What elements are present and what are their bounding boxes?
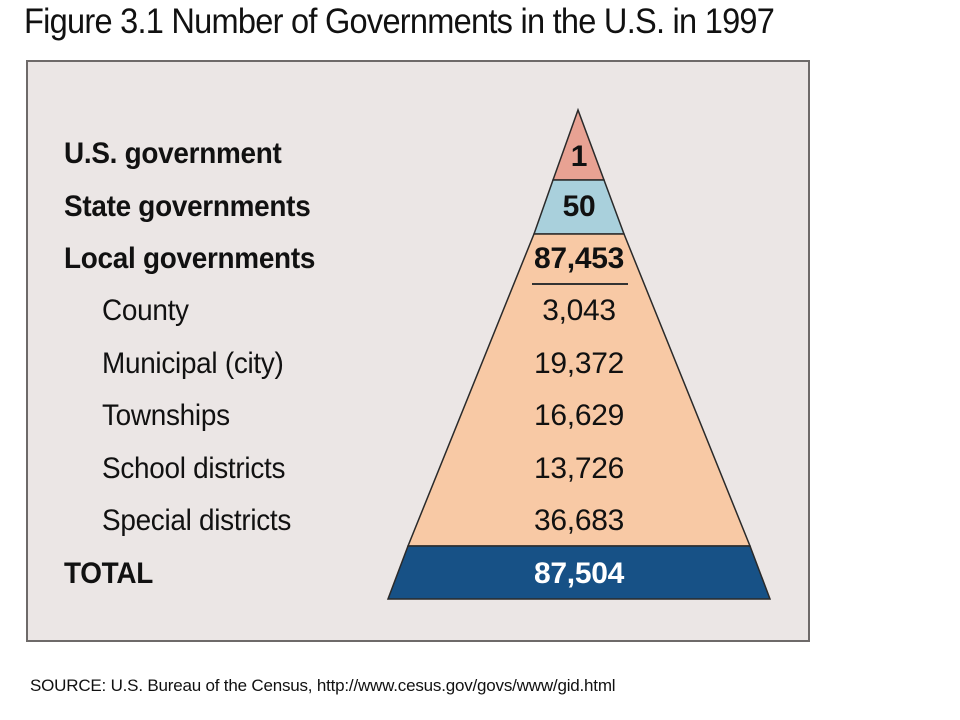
pyramid-band-local-governments [406,233,752,547]
source-note: SOURCE: U.S. Bureau of the Census, http:… [30,676,616,695]
value-municipal: 19,372 [534,347,624,380]
label-townships: Townships [102,399,230,432]
label-total: TOTAL [64,557,154,590]
label-state-governments: State governments [64,190,311,223]
label-county: County [102,294,189,327]
value-county: 3,043 [542,294,616,327]
label-local-governments: Local governments [64,242,316,275]
value-school-districts: 13,726 [534,452,624,485]
pyramid-diagram [386,107,772,600]
diagram-panel: U.S. government State governments Local … [26,60,810,642]
pyramid-base-total [386,545,772,600]
label-municipal: Municipal (city) [102,347,284,380]
value-total: 87,504 [534,557,624,590]
value-local-governments: 87,453 [534,242,624,275]
value-townships: 16,629 [534,399,624,432]
label-school-districts: School districts [102,452,286,485]
label-us-government: U.S. government [64,137,282,170]
value-us-government: 1 [570,140,588,173]
value-state-governments: 50 [562,190,596,223]
label-special-districts: Special districts [102,504,292,537]
value-special-districts: 36,683 [534,504,624,537]
figure-title: Figure 3.1 Number of Governments in the … [24,2,775,41]
